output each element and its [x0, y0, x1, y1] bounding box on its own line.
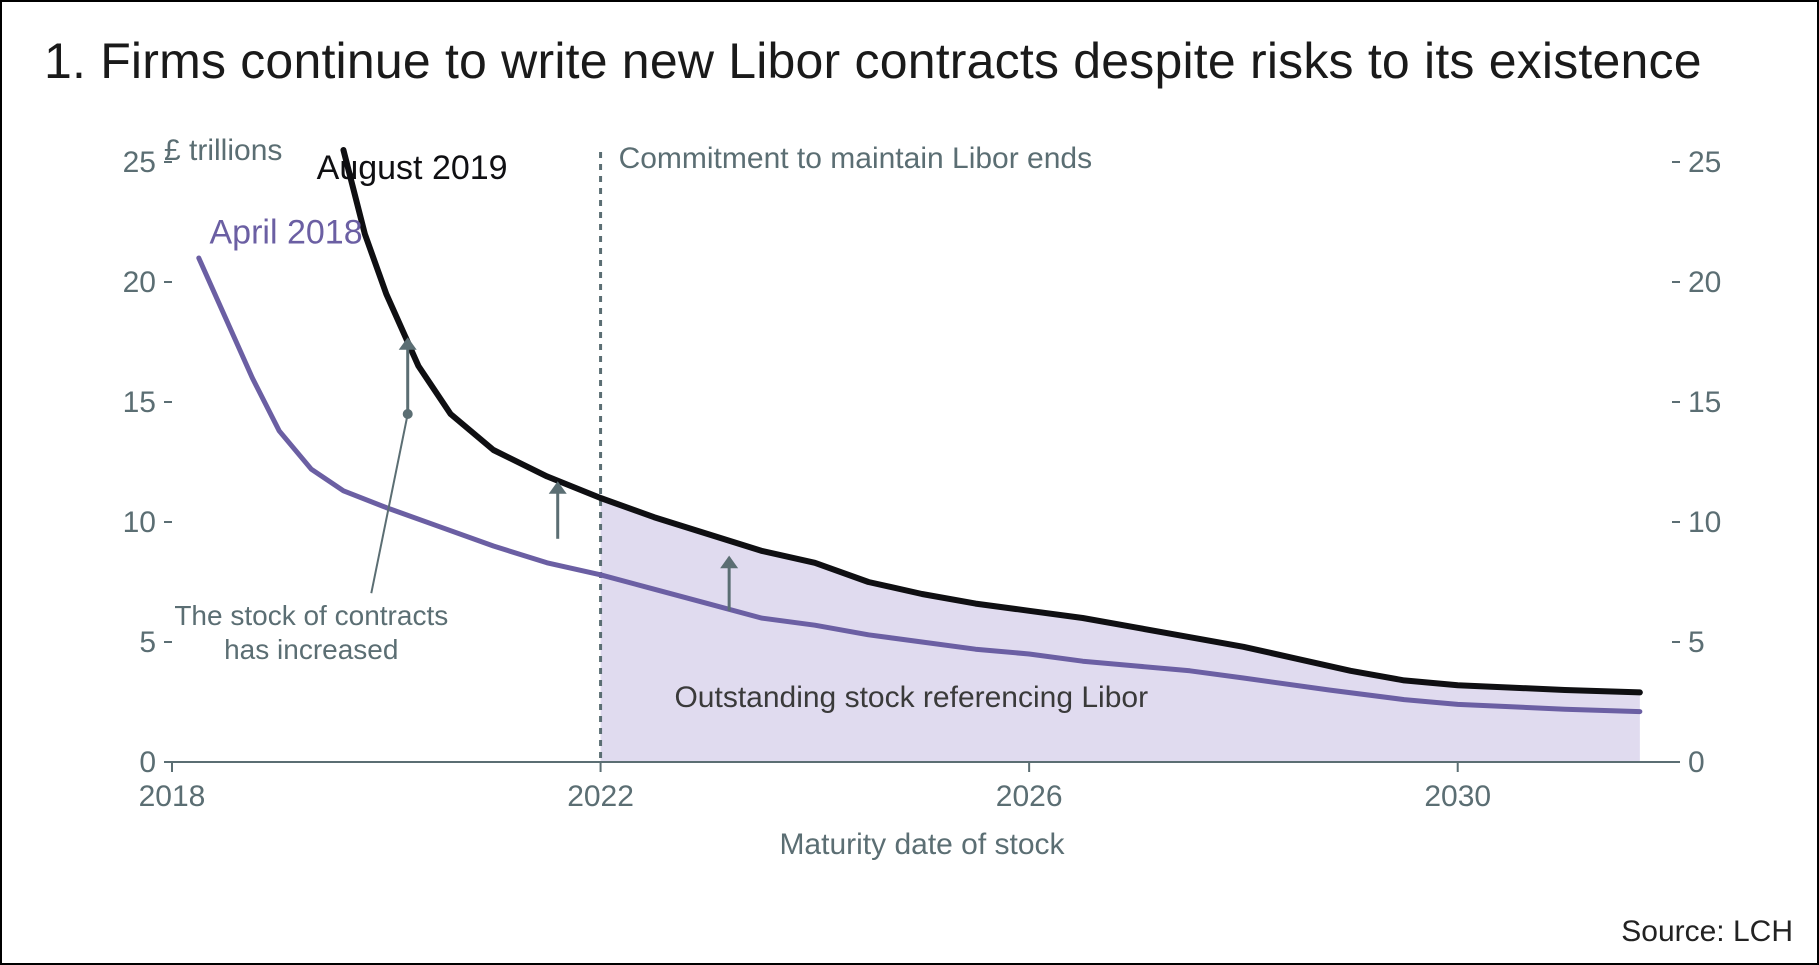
ytick-label-right: 20	[1688, 266, 1721, 299]
xtick-label: 2030	[1424, 780, 1491, 813]
callout-text: The stock of contracts	[174, 600, 448, 631]
shaded-region	[601, 498, 1640, 762]
ytick-label-right: 15	[1688, 386, 1721, 419]
shaded-region-label: Outstanding stock referencing Libor	[674, 681, 1148, 714]
ytick-label-left: 5	[139, 626, 156, 659]
figure-frame: 1. Firms continue to write new Libor con…	[0, 0, 1819, 965]
ytick-label-left: 10	[123, 506, 156, 539]
callout-text: has increased	[224, 634, 398, 665]
callout-pointer-dot	[403, 409, 413, 419]
ytick-label-right: 25	[1688, 146, 1721, 179]
xaxis-label: Maturity date of stock	[779, 828, 1065, 861]
ytick-label-right: 0	[1688, 746, 1705, 779]
series-label-august-2019: August 2019	[317, 149, 508, 187]
series-label-april-2018: April 2018	[210, 214, 363, 252]
ytick-label-left: 15	[123, 386, 156, 419]
libor-end-label: Commitment to maintain Libor ends	[619, 142, 1093, 175]
source-label: Source: LCH	[1621, 915, 1793, 949]
chart-area: 0 0 5 5 10 10 15 15 20 20 25 25 2018 2022 2026 2030 £ tr…	[62, 132, 1762, 872]
ytick-label-left: 20	[123, 266, 156, 299]
ytick-label-left: 0	[139, 746, 156, 779]
series-line-april-2018	[199, 258, 1640, 712]
chart-title: 1. Firms continue to write new Libor con…	[44, 32, 1702, 90]
xtick-label: 2026	[996, 780, 1063, 813]
xtick-label: 2018	[139, 780, 206, 813]
ytick-label-right: 5	[1688, 626, 1705, 659]
ytick-label-left: 25	[123, 146, 156, 179]
yaxis-label: £ trillions	[164, 134, 282, 167]
gap-arrowhead	[399, 337, 417, 350]
ytick-label-right: 10	[1688, 506, 1721, 539]
xtick-label: 2022	[567, 780, 634, 813]
